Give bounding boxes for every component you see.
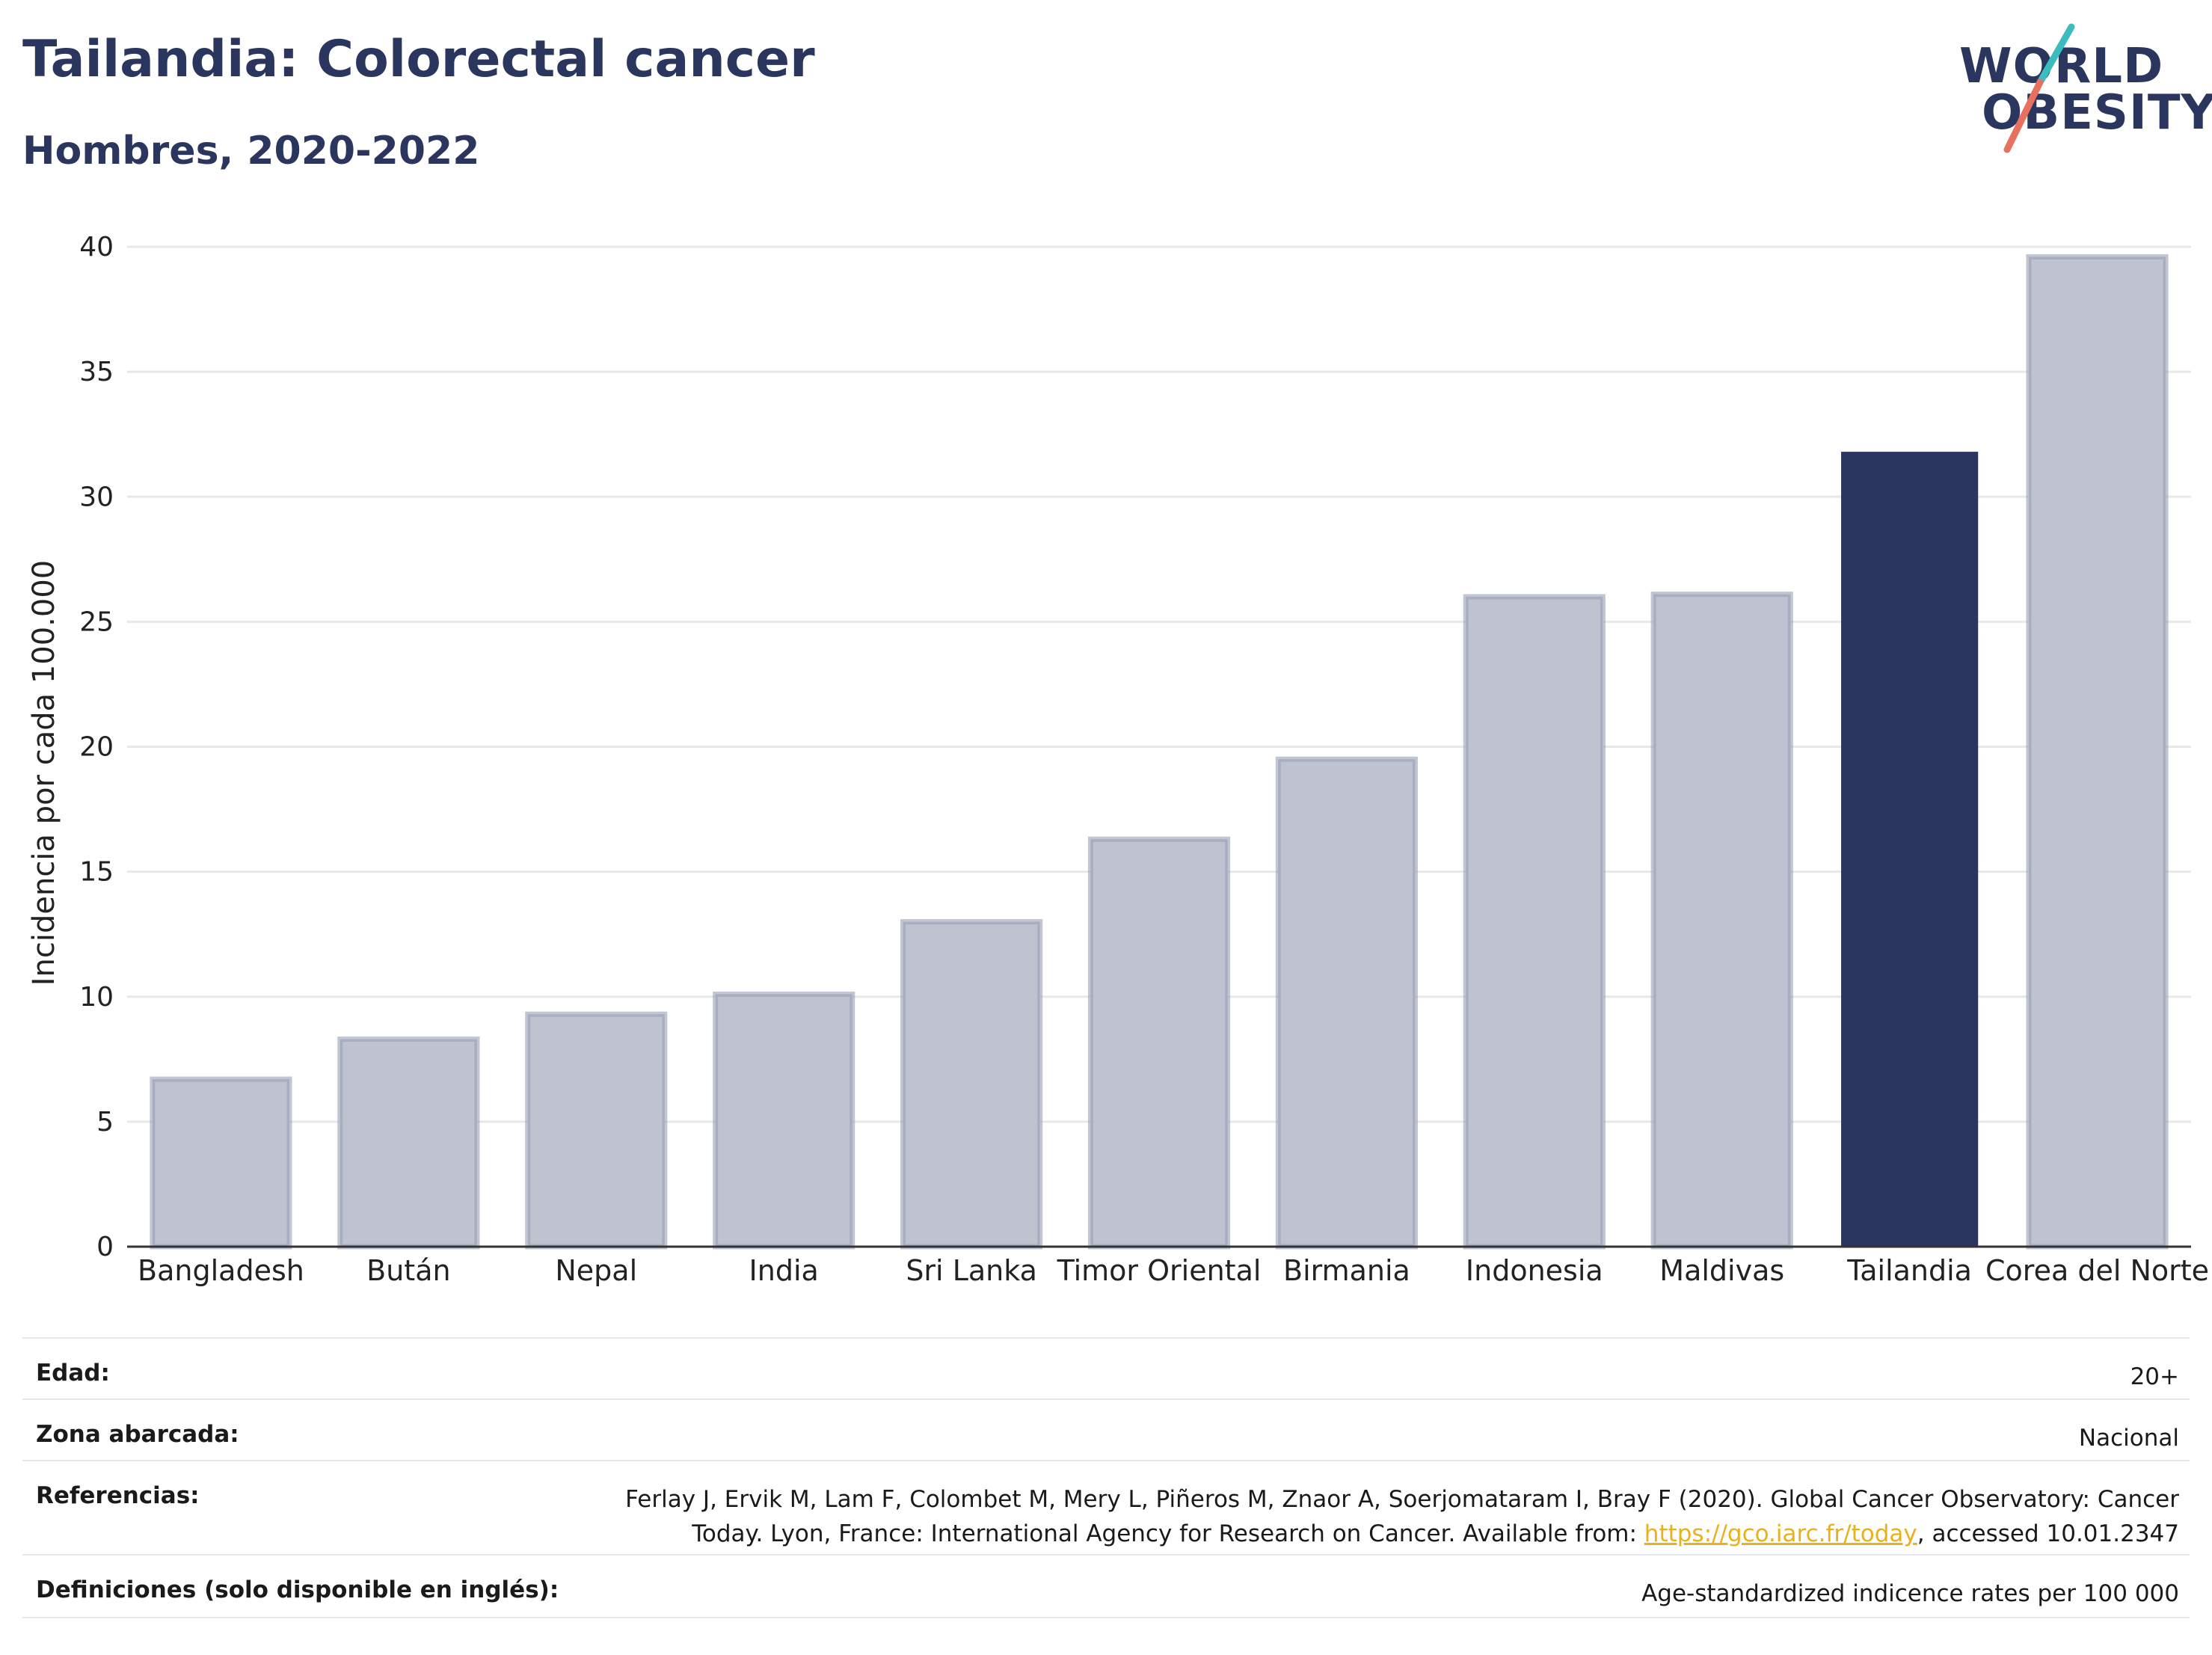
y-tick-label: 0 [96, 1232, 114, 1262]
bar-india [713, 991, 855, 1250]
x-tick-label: Birmania [1283, 1254, 1410, 1287]
y-tick-label: 20 [79, 732, 114, 763]
bar-bután [337, 1037, 480, 1250]
y-tick-label: 25 [79, 607, 114, 637]
age-value: 20+ [2130, 1363, 2179, 1390]
area-value: Nacional [2078, 1425, 2179, 1452]
world-obesity-logo: WORLD OBESITY [1952, 22, 2212, 157]
definitions-value: Age-standardized indicence rates per 100… [1641, 1580, 2179, 1607]
bar-timor-oriental [1087, 836, 1231, 1250]
x-tick-label: Nepal [555, 1254, 637, 1287]
references-line-1: Ferlay J, Ervik M, Lam F, Colombet M, Me… [625, 1486, 2179, 1513]
y-tick-label: 30 [79, 482, 114, 512]
x-tick-label: Maldivas [1659, 1254, 1784, 1287]
definitions-label: Definiciones (solo disponible en inglés)… [36, 1576, 559, 1603]
bar-indonesia [1463, 594, 1606, 1250]
x-tick-label: Indonesia [1466, 1254, 1603, 1287]
x-tick-label: Tailandia [1846, 1254, 1972, 1287]
x-tick-label: Sri Lanka [906, 1254, 1037, 1287]
x-tick-label: Bangladesh [138, 1254, 304, 1287]
logo-word-obesity: OBESITY [1982, 85, 2212, 141]
y-tick-label: 10 [79, 982, 114, 1013]
y-axis-ticks: 0 5 10 15 20 25 30 35 40 [79, 232, 114, 1262]
info-row-age: Edad: 20+ [22, 1337, 2190, 1400]
x-tick-label: India [749, 1254, 819, 1287]
y-axis-label: Incidencia por cada 100.000 [27, 560, 61, 986]
references-label: Referencias: [36, 1482, 200, 1509]
bar-birmania [1275, 756, 1418, 1250]
references-accessed: , accessed 10.01.2347 [1917, 1520, 2179, 1547]
references-link[interactable]: https://gco.iarc.fr/today [1644, 1520, 1917, 1547]
x-axis-ticks: Bangladesh Bután Nepal India Sri Lanka Timor … [138, 1254, 2209, 1287]
y-tick-label: 5 [96, 1107, 114, 1137]
chart-title: Tailandia: Colorectal cancer [22, 30, 815, 89]
references-value: Ferlay J, Ervik M, Lam F, Colombet M, Me… [625, 1482, 2179, 1551]
y-tick-label: 40 [79, 232, 114, 262]
bar-nepal [525, 1011, 668, 1250]
logo-slash-icon [2003, 23, 2075, 153]
bar-chart: 0 5 10 15 20 25 30 35 40 Bangladesh Bután Nepal Ind… [27, 232, 2209, 1287]
info-row-references: Referencias: Ferlay J, Ervik M, Lam F, C… [22, 1460, 2190, 1556]
references-text: Today. Lyon, France: International Agenc… [692, 1520, 1644, 1547]
area-label: Zona abarcada: [36, 1421, 239, 1448]
bars [150, 254, 2169, 1250]
info-row-definitions: Definiciones (solo disponible en inglés)… [22, 1554, 2190, 1618]
bar-maldivas [1650, 592, 1793, 1250]
bar-corea-del-norte [2026, 254, 2169, 1250]
y-tick-label: 35 [79, 357, 114, 387]
x-tick-label: Bután [366, 1254, 450, 1287]
x-tick-label: Timor Oriental [1057, 1254, 1262, 1287]
bar-sri-lanka [900, 918, 1043, 1250]
age-label: Edad: [36, 1360, 110, 1387]
bar-bangladesh [150, 1076, 292, 1250]
chart-subtitle: Hombres, 2020-2022 [22, 129, 480, 174]
x-tick-label: Corea del Norte [1985, 1254, 2209, 1287]
y-tick-label: 15 [79, 857, 114, 888]
bar-tailandia [1841, 452, 1979, 1247]
info-row-area: Zona abarcada: Nacional [22, 1398, 2190, 1461]
references-line-2: Today. Lyon, France: International Agenc… [625, 1517, 2179, 1551]
